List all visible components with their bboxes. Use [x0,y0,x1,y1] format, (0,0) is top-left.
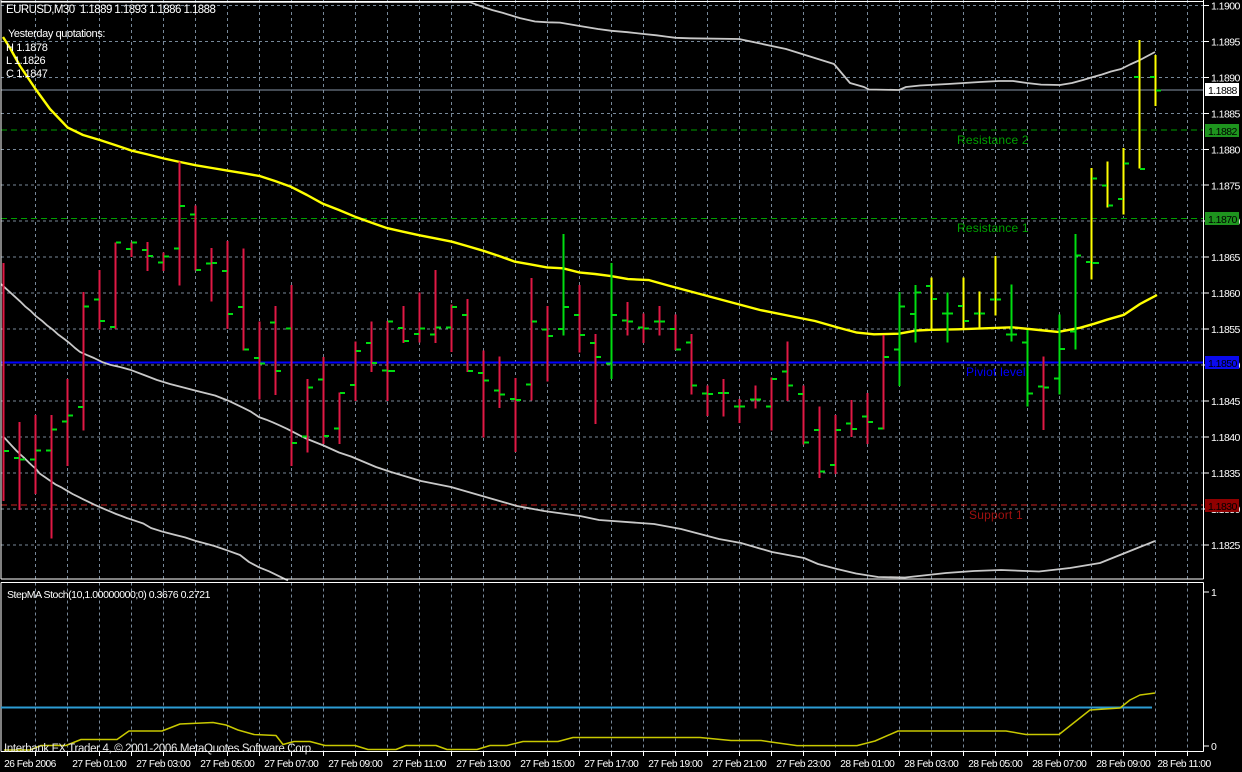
svg-text:0: 0 [1211,741,1217,753]
svg-text:1.1840: 1.1840 [1211,432,1241,444]
svg-text:27 Feb 01:00: 27 Feb 01:00 [72,759,127,770]
svg-text:1.1882: 1.1882 [1208,126,1238,138]
svg-text:26 Feb 2006: 26 Feb 2006 [4,759,57,770]
svg-text:28 Feb 11:00: 28 Feb 11:00 [1157,759,1211,770]
svg-text:28 Feb 09:00: 28 Feb 09:00 [1096,759,1151,770]
svg-text:1.1825: 1.1825 [1211,540,1241,552]
svg-text:L 1.1826: L 1.1826 [6,55,45,67]
svg-text:1.1830: 1.1830 [1208,501,1238,513]
svg-text:1.1835: 1.1835 [1211,468,1241,480]
svg-text:28 Feb 05:00: 28 Feb 05:00 [968,759,1023,770]
svg-text:Yesterday quotations:: Yesterday quotations: [8,28,105,40]
svg-text:1.1850: 1.1850 [1208,358,1238,370]
svg-text:27 Feb 11:00: 27 Feb 11:00 [393,759,447,770]
svg-text:27 Feb 19:00: 27 Feb 19:00 [648,759,703,770]
svg-text:28 Feb 07:00: 28 Feb 07:00 [1032,759,1087,770]
svg-text:27 Feb 17:00: 27 Feb 17:00 [584,759,639,770]
svg-text:1.1880: 1.1880 [1211,144,1241,156]
svg-text:27 Feb 09:00: 27 Feb 09:00 [328,759,383,770]
svg-text:Resistance 1: Resistance 1 [957,221,1029,235]
svg-text:1.1885: 1.1885 [1211,108,1241,120]
svg-text:EURUSD,M30 1.1889 1.1893 1.18: EURUSD,M30 1.1889 1.1893 1.1886 1.1888 [6,4,216,16]
svg-text:StepMA Stoch(10,1.00000000;0): StepMA Stoch(10,1.00000000;0) 0.3676 0.2… [7,589,211,601]
svg-text:1.1865: 1.1865 [1211,252,1241,264]
svg-text:1: 1 [1211,587,1217,599]
svg-text:27 Feb 03:00: 27 Feb 03:00 [136,759,191,770]
svg-text:Piviot level: Piviot level [966,365,1026,379]
svg-text:1.1875: 1.1875 [1211,180,1241,192]
svg-text:27 Feb 07:00: 27 Feb 07:00 [264,759,319,770]
svg-text:27 Feb 05:00: 27 Feb 05:00 [200,759,255,770]
svg-text:1.1845: 1.1845 [1211,396,1241,408]
svg-text:Support 1: Support 1 [969,508,1023,522]
svg-text:1.1888: 1.1888 [1208,85,1238,97]
svg-text:27 Feb 13:00: 27 Feb 13:00 [456,759,511,770]
svg-text:Resistance 2: Resistance 2 [957,133,1029,147]
svg-text:Interbank FX Trader 4, © 2001-: Interbank FX Trader 4, © 2001-2006 MetaQ… [4,743,314,755]
svg-text:C 1.1847: C 1.1847 [6,68,48,80]
svg-text:27 Feb 15:00: 27 Feb 15:00 [520,759,575,770]
svg-text:1.1890: 1.1890 [1211,72,1241,84]
svg-text:28 Feb 03:00: 28 Feb 03:00 [904,759,959,770]
svg-text:1.1870: 1.1870 [1208,214,1238,226]
svg-text:1.1860: 1.1860 [1211,288,1241,300]
svg-text:27 Feb 21:00: 27 Feb 21:00 [712,759,767,770]
svg-text:1.1855: 1.1855 [1211,324,1241,336]
svg-text:28 Feb 01:00: 28 Feb 01:00 [840,759,895,770]
svg-text:H 1.1878: H 1.1878 [6,42,48,54]
svg-text:1.1900: 1.1900 [1211,0,1241,12]
svg-text:1.1895: 1.1895 [1211,36,1241,48]
svg-text:27 Feb 23:00: 27 Feb 23:00 [776,759,831,770]
